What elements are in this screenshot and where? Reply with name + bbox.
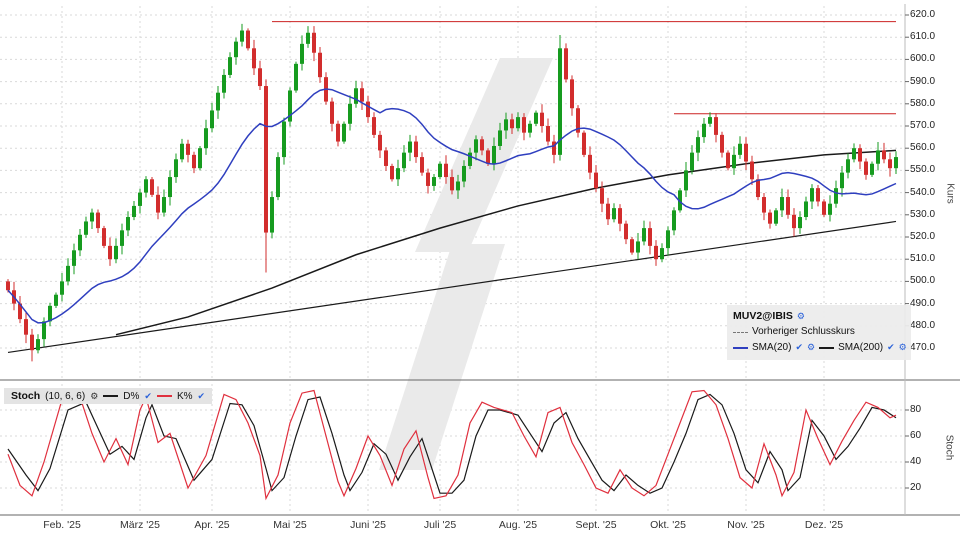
stoch-k-line (7, 389, 897, 501)
sma200-label: SMA(200) (838, 341, 884, 353)
sma20-swatch (733, 346, 748, 349)
watermark (379, 58, 553, 470)
stoch-axis-title: Stoch (943, 434, 955, 461)
resistance-lines (272, 21, 896, 115)
grid-lines (0, 6, 905, 514)
legend-prev-close-row: Vorheriger Schlusskurs (733, 324, 905, 340)
legend-symbol-row: MUV2@IBIS ⚙ (733, 308, 905, 324)
legend-sma-row: SMA(20) ✔ ⚙ SMA(200) ✔ ⚙ (733, 340, 907, 356)
stoch-title: Stoch (11, 390, 41, 402)
prev-close-label: Vorheriger Schlusskurs (752, 326, 855, 338)
prev-close-swatch (733, 331, 748, 333)
sma20-label: SMA(20) (752, 341, 792, 353)
d-visible-check-icon[interactable]: ✔ (144, 390, 152, 401)
k-percent-label: K% (176, 390, 193, 402)
trend-line (7, 220, 897, 354)
candlestick-series (6, 23, 898, 362)
price-axis-title: Kurs (944, 183, 956, 204)
stoch-params: (10, 6, 6) (45, 390, 86, 402)
sma200-line (115, 149, 897, 336)
sma200-visible-check-icon[interactable]: ✔ (887, 342, 895, 353)
k-visible-check-icon[interactable]: ✔ (197, 390, 206, 401)
stoch-legend: Stoch (10, 6, 6) ⚙ D% ✔ K% ✔ (4, 388, 213, 404)
sma200-settings-icon[interactable]: ⚙ (898, 342, 907, 353)
sma20-visible-check-icon[interactable]: ✔ (795, 342, 803, 353)
k-percent-swatch (156, 395, 172, 397)
symbol-label: MUV2@IBIS (733, 310, 793, 322)
stoch-settings-icon[interactable]: ⚙ (90, 390, 99, 401)
main-legend: MUV2@IBIS ⚙ Vorheriger Schlusskurs SMA(2… (727, 305, 911, 361)
d-percent-label: D% (123, 390, 140, 402)
sma20-line (7, 88, 897, 324)
sma20-settings-icon[interactable]: ⚙ (807, 342, 816, 353)
d-percent-swatch (103, 395, 119, 397)
stoch-d-line (7, 393, 897, 494)
sma200-swatch (819, 346, 835, 349)
symbol-settings-icon[interactable]: ⚙ (796, 310, 805, 321)
